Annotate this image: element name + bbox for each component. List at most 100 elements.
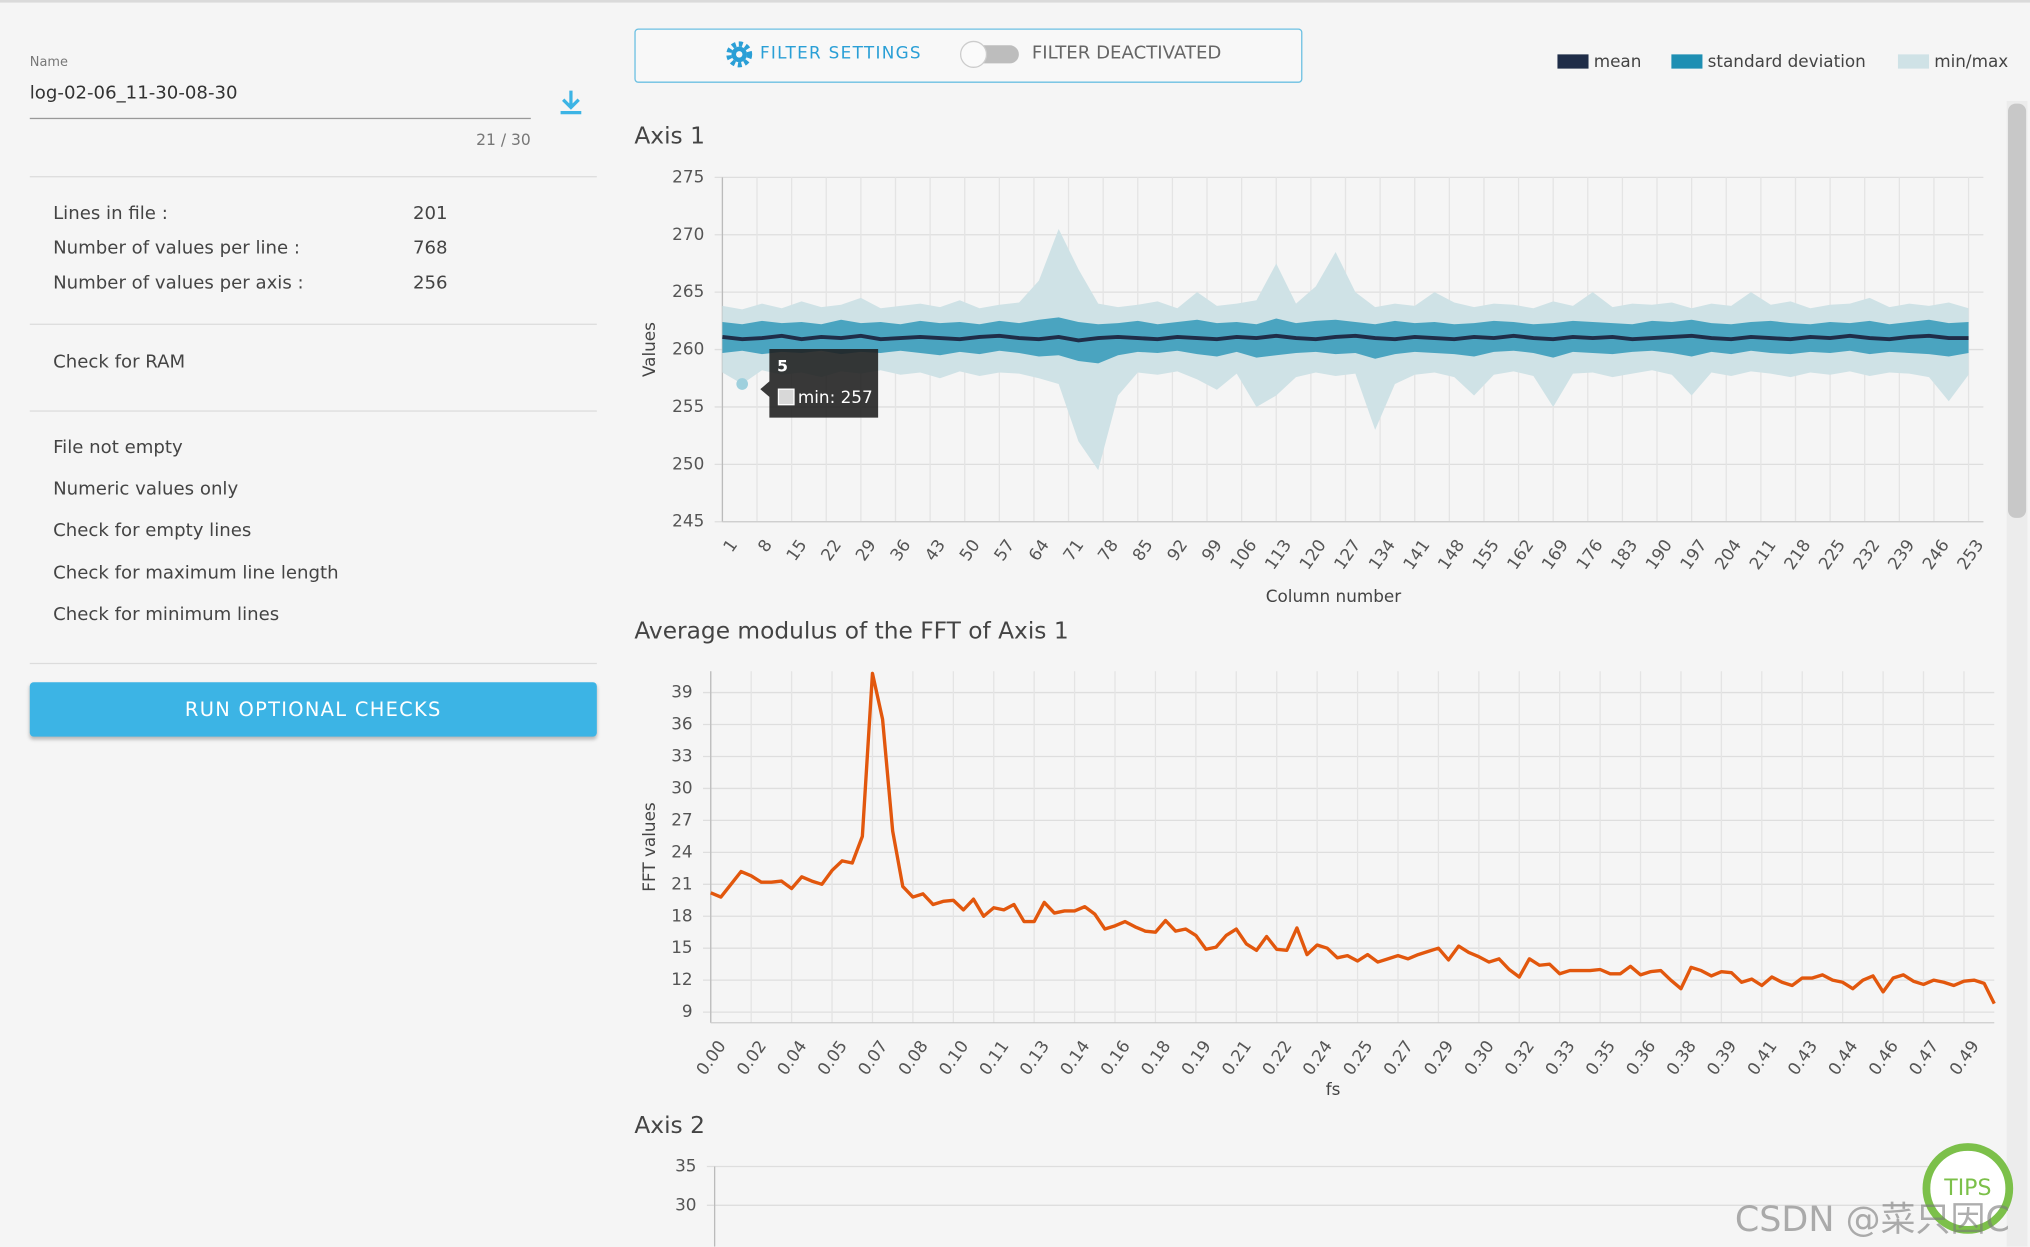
x-tick-label: 0.46	[1864, 1036, 1902, 1078]
y-tick-label: 18	[671, 905, 692, 925]
x-tick-label: 92	[1163, 535, 1192, 564]
x-tick-label: 0.44	[1824, 1036, 1862, 1078]
name-label: Name	[29, 55, 68, 70]
tooltip-point	[736, 378, 749, 390]
x-tick-label: 99	[1197, 535, 1226, 564]
y-tick-label: 24	[671, 841, 692, 861]
legend-label: min/max	[1934, 51, 2008, 71]
tips-label: TIPS	[1943, 1176, 1991, 1201]
y-tick-label: 245	[672, 511, 704, 531]
y-tick-label: 265	[672, 281, 704, 301]
divider	[29, 323, 597, 325]
check-label: Numeric values only	[53, 479, 239, 500]
y-tick-label: 30	[675, 1194, 696, 1214]
x-tick-label: 0.39	[1702, 1036, 1740, 1078]
x-tick-label: 0.38	[1662, 1036, 1700, 1078]
x-tick-label: 197	[1676, 535, 1711, 573]
x-tick-label: 155	[1468, 535, 1503, 573]
y-tick-label: 36	[671, 714, 692, 734]
x-tick-label: 29	[851, 535, 880, 564]
x-tick-label: 0.32	[1500, 1036, 1538, 1078]
y-tick-label: 30	[671, 777, 692, 797]
name-input[interactable]: log-02-06_11-30-08-30	[29, 82, 238, 104]
check-label: File not empty	[53, 437, 183, 459]
tooltip-swatch	[777, 388, 795, 406]
legend-swatch	[1897, 54, 1930, 69]
x-tick-label: 239	[1883, 535, 1918, 573]
x-tick-label: 0.07	[854, 1036, 892, 1078]
x-tick-label: 36	[886, 535, 915, 564]
x-tick-label: 253	[1953, 535, 1988, 573]
char-counter: 21 / 30	[476, 130, 531, 149]
x-tick-label: 0.11	[975, 1036, 1013, 1078]
x-tick-label: 0.35	[1581, 1036, 1619, 1078]
x-tick-label: 0.10	[934, 1036, 972, 1078]
x-tick-label: 78	[1093, 535, 1122, 564]
legend-swatch	[1671, 54, 1703, 69]
x-tick-label: 127	[1330, 535, 1365, 573]
x-tick-label: 0.49	[1945, 1036, 1983, 1078]
legend-label: mean	[1594, 51, 1642, 71]
download-icon[interactable]	[557, 88, 585, 116]
y-tick-label: 275	[672, 166, 704, 186]
x-tick-label: 134	[1364, 535, 1399, 573]
x-tick-label: 0.22	[1258, 1036, 1296, 1078]
x-tick-label: 218	[1780, 535, 1815, 573]
x-tick-label: 0.13	[1015, 1036, 1053, 1078]
x-tick-label: 43	[920, 535, 949, 564]
x-tick-label: 0.27	[1379, 1036, 1417, 1078]
x-tick-label: 0.29	[1419, 1036, 1457, 1078]
x-tick-label: 106	[1226, 535, 1261, 573]
fft-line	[710, 671, 1996, 1005]
x-tick-label: 232	[1849, 535, 1884, 573]
x-tick-label: 0.02	[732, 1036, 770, 1078]
x-tick-label: 211	[1745, 535, 1780, 573]
x-tick-label: 71	[1059, 535, 1088, 564]
gear-icon[interactable]	[724, 39, 755, 70]
legend-swatch	[1557, 54, 1589, 69]
y-tick-label: 260	[672, 339, 704, 359]
x-tick-label: 169	[1537, 535, 1572, 573]
y-tick-label: 21	[671, 873, 692, 893]
x-tick-label: 22	[817, 535, 846, 564]
y-tick-label: 27	[671, 809, 692, 829]
divider	[29, 410, 597, 412]
run-checks-button[interactable]: RUN OPTIONAL CHECKS	[29, 682, 597, 737]
check-label: Check for RAM	[53, 352, 186, 373]
scrollbar-thumb[interactable]	[2007, 103, 2027, 518]
x-tick-label: 0.18	[1136, 1036, 1174, 1078]
x-tick-label: 8	[753, 535, 776, 555]
mean-line	[722, 333, 1969, 343]
x-tick-label: 64	[1024, 535, 1053, 564]
x-axis-title: fs	[1326, 1079, 1341, 1099]
y-tick-label: 9	[682, 1001, 693, 1021]
info-value: 201	[412, 203, 448, 224]
x-tick-label: 141	[1399, 535, 1434, 573]
tips-button[interactable]: TIPS	[1916, 1139, 2020, 1243]
chart-title: Axis 1	[634, 123, 705, 150]
chart-title: Axis 2	[634, 1112, 705, 1139]
x-tick-label: 0.36	[1622, 1036, 1660, 1078]
x-tick-label: 113	[1260, 535, 1295, 573]
input-underline	[29, 117, 531, 120]
info-value: 256	[412, 273, 448, 294]
x-tick-label: 246	[1918, 535, 1953, 573]
x-tick-label: 0.00	[692, 1036, 730, 1078]
x-tick-label: 0.43	[1783, 1036, 1821, 1078]
range-band	[722, 317, 1969, 364]
tooltip-text: min: 257	[798, 387, 873, 407]
x-tick-label: 0.47	[1905, 1036, 1943, 1078]
legend-label: standard deviation	[1708, 51, 1866, 71]
x-tick-label: 225	[1814, 535, 1849, 573]
x-tick-label: 0.16	[1096, 1036, 1134, 1078]
check-label: Check for minimum lines	[53, 604, 280, 626]
divider	[29, 176, 597, 178]
x-tick-label: 162	[1503, 535, 1538, 573]
filter-toggle[interactable]	[955, 36, 1025, 72]
filter-settings[interactable]: FILTER SETTINGS	[759, 44, 922, 64]
x-tick-label: 0.05	[813, 1036, 851, 1078]
info-label: Number of values per line :	[53, 238, 301, 259]
y-tick-label: 35	[675, 1155, 696, 1175]
x-tick-label: 190	[1641, 535, 1676, 573]
